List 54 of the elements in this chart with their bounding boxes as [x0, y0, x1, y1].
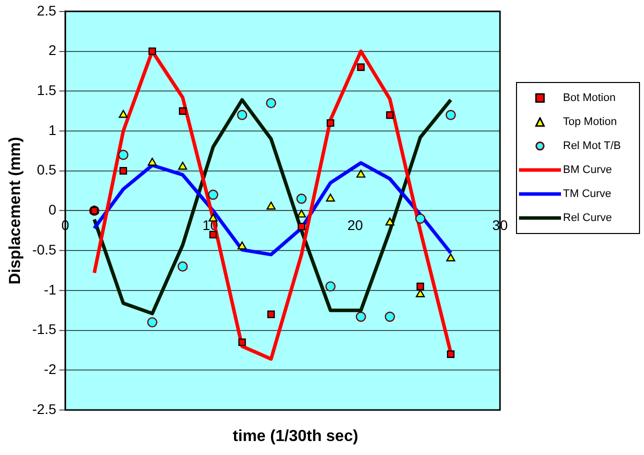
point — [120, 167, 128, 175]
y-tick-label: 0.5 — [36, 162, 57, 178]
point — [326, 119, 334, 127]
x-tick-label: 20 — [347, 216, 364, 233]
point — [297, 210, 306, 218]
y-tick-label: -0.5 — [32, 241, 57, 258]
y-axis-title: Displacement (mm) — [7, 136, 24, 284]
point — [148, 158, 157, 166]
point — [178, 107, 186, 115]
point — [326, 194, 335, 202]
point — [298, 222, 306, 230]
y-tick-label: 1 — [48, 122, 57, 138]
y-tick-label: 1.5 — [36, 82, 57, 98]
point — [178, 261, 188, 272]
legend-label: Bot Motion — [563, 92, 616, 104]
legend-label: BM Curve — [563, 164, 612, 176]
point — [266, 98, 276, 108]
y-tick-label: 2 — [48, 42, 57, 58]
x-axis-title: time (1/30th sec) — [232, 428, 360, 446]
legend-label: Top Motion — [563, 116, 617, 128]
legend-label: Rel Mot T/B — [563, 140, 621, 152]
point — [266, 202, 276, 210]
point — [446, 110, 456, 120]
point — [208, 190, 218, 200]
point — [325, 281, 336, 292]
point — [238, 241, 247, 250]
point — [238, 338, 246, 346]
point — [385, 218, 394, 226]
point — [386, 111, 394, 119]
point — [118, 150, 128, 160]
y-tick-label: 0 — [48, 202, 57, 218]
point — [415, 214, 426, 224]
point — [178, 162, 188, 170]
point — [296, 194, 307, 204]
point — [148, 47, 156, 56]
point — [356, 170, 366, 178]
point — [357, 63, 365, 71]
y-tick-label: -2 — [44, 361, 57, 377]
point — [118, 110, 128, 118]
point — [384, 312, 395, 322]
point — [356, 312, 366, 322]
point — [267, 310, 275, 318]
y-tick-label: 2.5 — [36, 2, 57, 18]
legend-label: TM Curve — [563, 188, 612, 200]
point — [416, 289, 425, 298]
point — [147, 317, 158, 328]
y-tick-label: -1 — [44, 281, 57, 298]
legend-label: Rel Curve — [563, 212, 612, 224]
point — [236, 110, 248, 120]
point — [446, 253, 456, 262]
y-tick-label: -1.5 — [32, 321, 57, 338]
y-tick-label: -2.5 — [32, 400, 57, 417]
point — [416, 282, 424, 290]
point — [446, 350, 455, 358]
